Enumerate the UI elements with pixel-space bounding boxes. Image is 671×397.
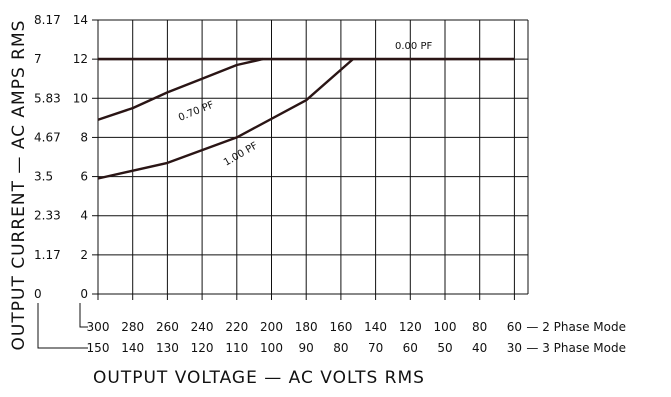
x-tick-label-3phase: 140 bbox=[121, 341, 144, 355]
y-tick-label-inner: 2 bbox=[80, 248, 88, 262]
x-tick-label-3phase: 120 bbox=[191, 341, 214, 355]
x-axis-bracket-2phase bbox=[79, 303, 88, 328]
x-tick-label-2phase: 100 bbox=[434, 320, 457, 334]
x-tick-label-3phase: 50 bbox=[437, 341, 452, 355]
x-axis-title: OUTPUT VOLTAGE — AC VOLTS RMS bbox=[93, 368, 425, 388]
y-tick-label-outer: 5.83 bbox=[34, 91, 61, 105]
series-label-2: 0.70 PF bbox=[177, 100, 216, 124]
x-axis-suffix-3phase: — 3 Phase Mode bbox=[526, 341, 626, 355]
x-tick-label-3phase: 110 bbox=[225, 341, 248, 355]
x-tick-label-3phase: 150 bbox=[87, 341, 110, 355]
x-tick-label-3phase: 90 bbox=[299, 341, 314, 355]
y-tick-label-outer: 2.33 bbox=[34, 209, 61, 223]
y-tick-label-inner: 4 bbox=[80, 209, 88, 223]
y-tick-label-inner: 8 bbox=[80, 130, 88, 144]
x-tick-label-2phase: 140 bbox=[364, 320, 387, 334]
y-tick-label-outer: 1.17 bbox=[34, 248, 61, 262]
x-tick-label-2phase: 280 bbox=[121, 320, 144, 334]
x-tick-label-3phase: 100 bbox=[260, 341, 283, 355]
x-axis-suffix-2phase: — 2 Phase Mode bbox=[526, 320, 626, 334]
y-tick-label-inner: 6 bbox=[80, 170, 88, 184]
x-axis-bracket-3phase bbox=[37, 303, 88, 349]
y-tick-label-outer: 3.5 bbox=[34, 170, 53, 184]
y-tick-label-outer: 0 bbox=[34, 287, 42, 301]
y-tick-label-inner: 10 bbox=[73, 91, 88, 105]
y-tick-label-outer: 8.17 bbox=[34, 13, 61, 27]
series-line-3 bbox=[97, 58, 354, 180]
x-tick-label-3phase: 130 bbox=[156, 341, 179, 355]
y-tick-label-outer: 4.67 bbox=[34, 130, 61, 144]
x-tick-label-3phase: 80 bbox=[333, 341, 348, 355]
x-tick-label-3phase: 30 bbox=[507, 341, 522, 355]
series-label-3: 1.00 PF bbox=[222, 140, 260, 168]
x-tick-label-2phase: 300 bbox=[87, 320, 110, 334]
x-tick-label-2phase: 180 bbox=[295, 320, 318, 334]
y-tick-label-outer: 7 bbox=[34, 52, 42, 66]
y-axis-title: OUTPUT CURRENT — AC AMPS RMS bbox=[9, 20, 29, 351]
x-tick-label-3phase: 60 bbox=[403, 341, 418, 355]
series-line-2 bbox=[97, 57, 264, 121]
x-tick-label-3phase: 40 bbox=[472, 341, 487, 355]
x-tick-label-2phase: 60 bbox=[507, 320, 522, 334]
x-tick-label-2phase: 220 bbox=[225, 320, 248, 334]
x-tick-label-2phase: 120 bbox=[399, 320, 422, 334]
x-tick-label-3phase: 70 bbox=[368, 341, 383, 355]
x-tick-label-2phase: 240 bbox=[191, 320, 214, 334]
x-tick-label-2phase: 80 bbox=[472, 320, 487, 334]
x-tick-label-2phase: 260 bbox=[156, 320, 179, 334]
y-tick-label-inner: 12 bbox=[73, 52, 88, 66]
y-tick-label-inner: 14 bbox=[73, 13, 88, 27]
series-label-1: 0.00 PF bbox=[395, 41, 432, 52]
x-tick-label-2phase: 200 bbox=[260, 320, 283, 334]
x-tick-label-2phase: 160 bbox=[329, 320, 352, 334]
y-tick-label-inner: 0 bbox=[80, 287, 88, 301]
series-layer bbox=[97, 57, 515, 180]
grid-layer bbox=[37, 19, 529, 349]
